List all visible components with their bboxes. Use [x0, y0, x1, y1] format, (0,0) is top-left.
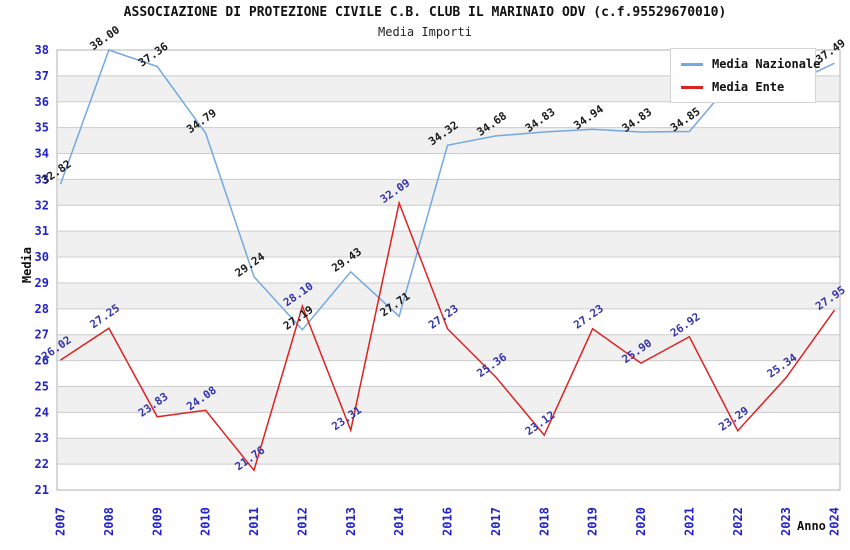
- series-line-media-nazionale: [59, 49, 835, 331]
- band: [58, 179, 839, 206]
- y-tick-label: 28: [35, 302, 49, 316]
- y-tick-label: 34: [35, 147, 49, 161]
- x-axis-title: Anno: [797, 519, 826, 533]
- chart-title: ASSOCIAZIONE DI PROTEZIONE CIVILE C.B. C…: [123, 5, 727, 20]
- x-tick-label: 2010: [199, 507, 213, 536]
- band: [58, 334, 839, 361]
- y-tick-label: 30: [35, 250, 49, 264]
- x-tick-label: 2016: [441, 507, 455, 536]
- band: [58, 127, 839, 154]
- data-label: 23.12: [523, 408, 558, 438]
- x-tick-label: 2011: [247, 507, 261, 536]
- y-tick-label: 37: [35, 69, 49, 83]
- y-tick-label: 22: [35, 457, 49, 471]
- y-tick-label: 25: [35, 379, 49, 393]
- x-tick-label: 2023: [779, 507, 793, 536]
- x-tick-label: 2020: [634, 507, 648, 536]
- x-tick-label: 2009: [150, 507, 164, 536]
- y-axis-title: Media: [20, 247, 34, 284]
- band: [58, 438, 839, 465]
- legend-item-media-ente: Media Ente: [681, 80, 805, 94]
- y-tick-label: 21: [35, 483, 49, 497]
- chart-subtitle: Media Importi: [378, 25, 472, 39]
- y-tick-label: 38: [35, 43, 49, 57]
- y-tick-label: 27: [35, 328, 49, 342]
- y-tick-label: 36: [35, 95, 49, 109]
- y-tick-label: 33: [35, 172, 49, 186]
- x-tick-label: 2022: [731, 507, 745, 536]
- x-tick-label: 2018: [537, 507, 551, 536]
- legend-label: Media Nazionale: [712, 57, 821, 71]
- legend-label: Media Ente: [712, 80, 785, 94]
- y-tick-label: 23: [35, 431, 49, 445]
- x-tick-label: 2012: [295, 507, 309, 536]
- x-tick-label: 2019: [586, 507, 600, 536]
- y-tick-label: 24: [35, 405, 49, 419]
- x-tick-label: 2017: [489, 507, 503, 536]
- y-tick-label: 35: [35, 121, 49, 135]
- y-tick-label: 29: [35, 276, 49, 290]
- x-tick-label: 2007: [54, 507, 68, 536]
- band: [58, 231, 839, 258]
- legend-swatch-blue: [681, 62, 703, 66]
- x-tick-label: 2014: [392, 507, 406, 536]
- band: [58, 386, 839, 413]
- y-tick-label: 31: [35, 224, 49, 238]
- y-tick-label: 32: [35, 198, 49, 212]
- x-tick-label: 2013: [344, 507, 358, 536]
- x-tick-label: 2021: [682, 507, 696, 536]
- y-tick-label: 26: [35, 354, 49, 368]
- band: [58, 282, 839, 309]
- plot-frame: [56, 49, 841, 491]
- series-line-media-ente: [60, 200, 836, 472]
- legend-item-media-nazionale: Media Nazionale: [681, 57, 820, 71]
- x-tick-label: 2008: [102, 507, 116, 536]
- legend-swatch-red: [681, 85, 703, 89]
- legend: Media Nazionale Media Ente: [670, 48, 820, 103]
- x-tick-label: 2024: [828, 507, 842, 536]
